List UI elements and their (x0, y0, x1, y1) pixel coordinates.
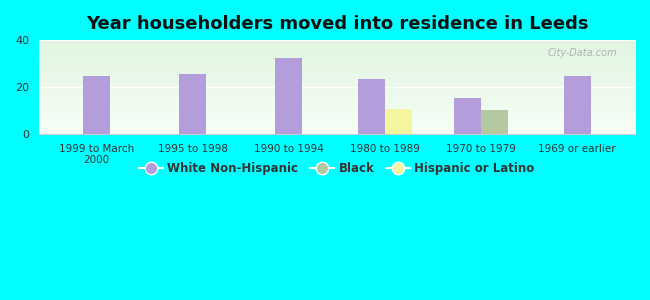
Bar (481, 110, 508, 134)
Bar (454, 98, 481, 134)
Bar (83, 76, 110, 134)
Legend: White Non-Hispanic, Black, Hispanic or Latino: White Non-Hispanic, Black, Hispanic or L… (135, 157, 540, 179)
Title: Year householders moved into residence in Leeds: Year householders moved into residence i… (86, 15, 588, 33)
Bar (385, 109, 412, 134)
Bar (564, 76, 591, 134)
Bar (276, 58, 302, 134)
Bar (179, 74, 206, 134)
Text: City-Data.com: City-Data.com (547, 48, 617, 58)
Bar (358, 79, 385, 134)
